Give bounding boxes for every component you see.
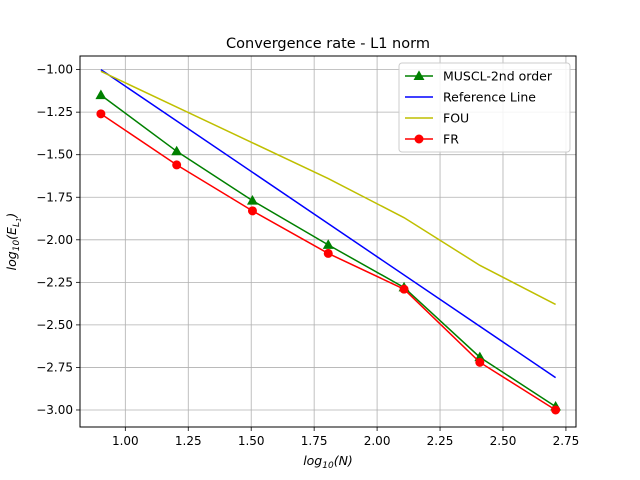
data-point [171,145,183,156]
series-line [100,68,557,379]
series-layer [95,68,562,415]
x-tick-label: 1.00 [112,434,139,448]
data-point [551,405,561,415]
legend-marker [413,70,425,80]
series-fr [96,109,561,415]
series-line [100,70,556,306]
legend-label: Reference Line [443,90,536,105]
legend-entry: Reference Line [405,90,536,105]
x-tick-label: 2.50 [490,434,517,448]
x-tick-label: 1.25 [175,434,202,448]
y-axis-label-sub3: 1 [15,218,23,222]
x-tick-label: 2.75 [553,434,580,448]
data-point [322,239,334,249]
data-point [95,89,107,100]
y-axis-label-close: ) [4,213,19,219]
y-axis-label-sub: 10 [12,240,22,252]
data-point [172,160,182,170]
series-reference-line [100,68,557,379]
data-point [475,357,485,367]
legend-label: FR [443,132,459,147]
data-point [96,109,106,119]
legend-entry: FOU [405,111,469,126]
series-fou [100,70,556,306]
x-tick-label: 2.25 [427,434,454,448]
ticks: 1.00 1.25 1.50 1.75 2.00 2.25 2.50 2.75 −1.00 −1.… [36,63,579,448]
y-tick-label: −1.75 [36,190,73,204]
legend-entry: MUSCL-2nd order [405,69,553,84]
y-axis-label-sub2: L [12,222,22,227]
x-tick-label: 1.50 [238,434,265,448]
plot-frame [79,55,577,428]
y-tick-label: −2.25 [36,275,73,289]
legend: MUSCL-2nd order Reference Line FOU FR [398,62,571,153]
y-tick-label: −1.50 [36,148,73,162]
y-axis-label-rest: (E [4,227,19,240]
data-point [247,206,257,216]
y-axis-label-main: log [4,251,19,270]
x-axis-label-main: log [303,453,322,468]
y-tick-label: −2.50 [36,318,73,332]
legend-entry: FR [405,132,459,147]
x-tick-label: 1.75 [301,434,328,448]
y-axis-label: log10(EL1) [4,213,23,271]
chart-title: Convergence rate - L1 norm [226,36,430,52]
y-tick-label: −2.00 [36,233,73,247]
x-tick-label: 2.00 [364,434,391,448]
x-axis-label-rest: (N) [334,453,353,468]
legend-box [398,62,571,153]
x-axis-label-sub: 10 [322,461,334,471]
y-tick-label: −1.00 [36,63,73,77]
y-tick-label: −3.00 [36,403,73,417]
y-tick-label: −1.25 [36,105,73,119]
legend-marker [414,134,424,144]
legend-label: FOU [443,111,469,126]
x-axis-label: log10(N) [303,453,353,471]
legend-label: MUSCL-2nd order [443,69,553,84]
data-point [247,195,258,205]
data-point [399,284,409,294]
y-tick-label: −2.75 [36,360,73,374]
data-point [323,248,333,258]
